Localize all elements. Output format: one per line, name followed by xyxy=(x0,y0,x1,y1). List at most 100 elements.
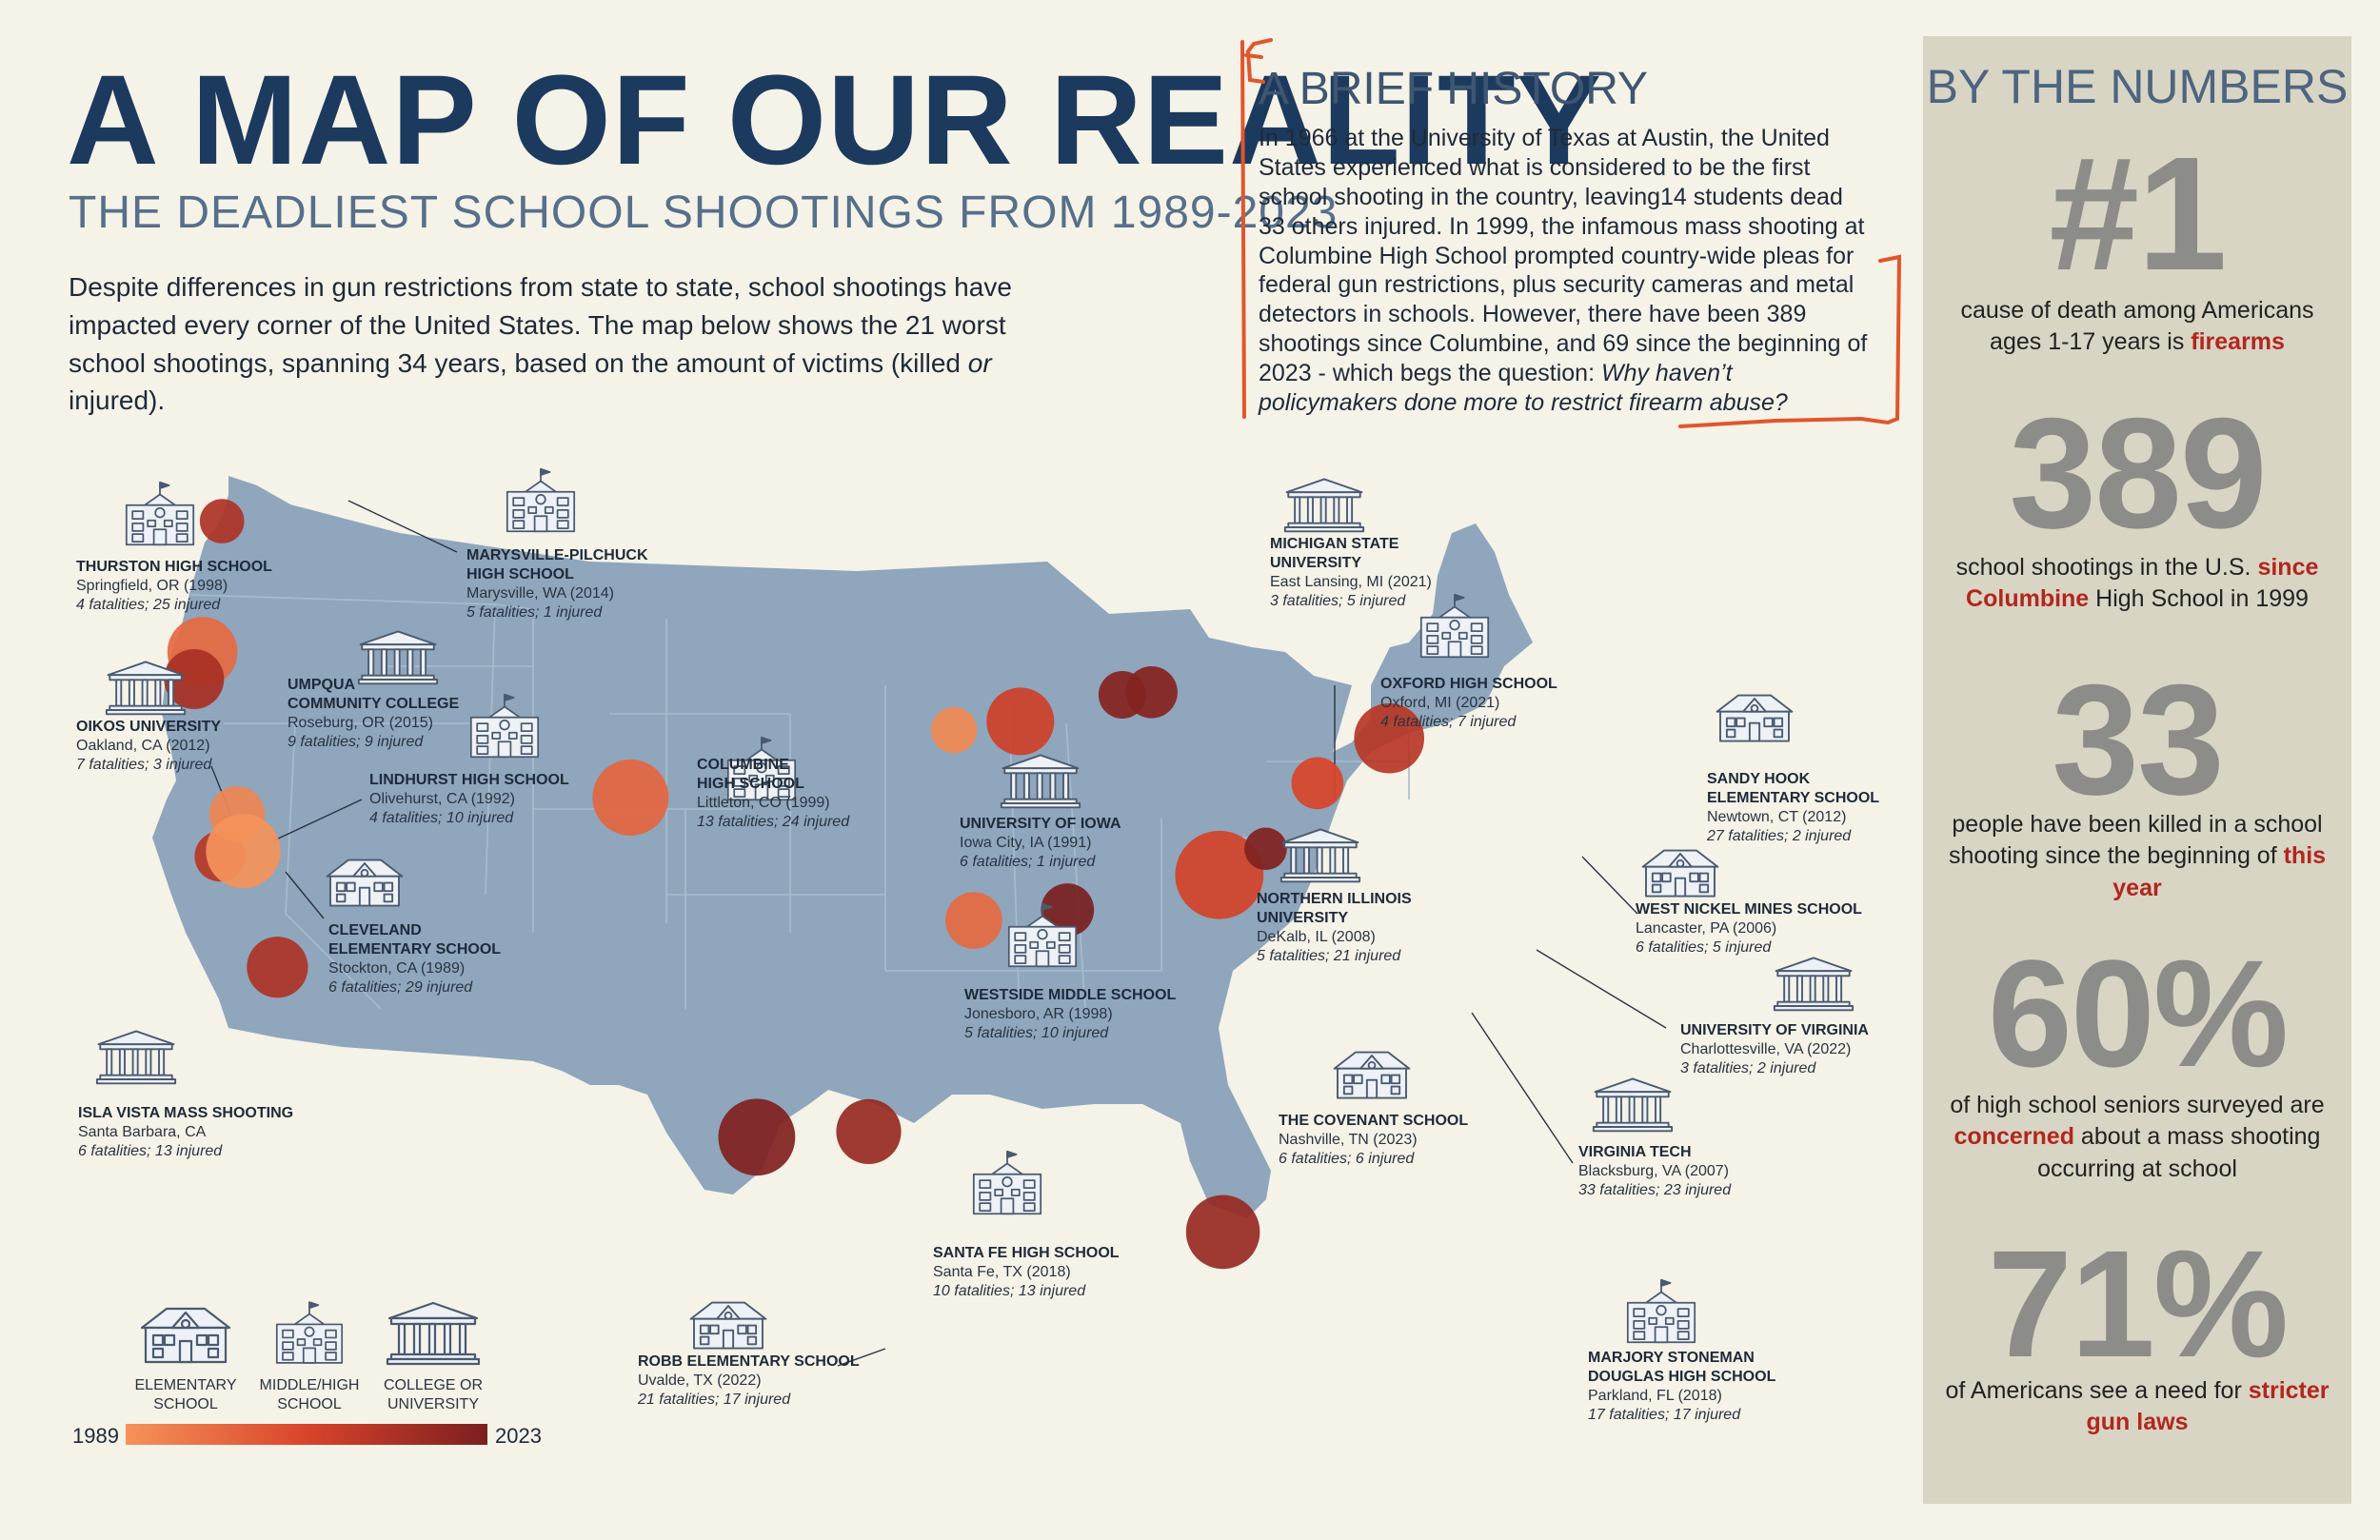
shooting-name: SANTA FE HIGH SCHOOL xyxy=(933,1245,1120,1261)
stat-pre: school shootings in the U.S. xyxy=(1955,554,2258,581)
stat-highlight: stricter gun laws xyxy=(2086,1377,2330,1436)
shooting-name: VIRGINIA TECH xyxy=(1578,1144,1692,1160)
elementary-building-icon xyxy=(1641,849,1719,898)
leader-line-uva xyxy=(1536,949,1667,1029)
elementary-building-icon xyxy=(1333,1051,1411,1099)
leader-line-lindhurst xyxy=(273,799,363,841)
stat-post: High School in 1999 xyxy=(2089,585,2309,613)
legend-label-school-2: SCHOOL xyxy=(277,1396,342,1412)
shooting-name: WEST NICKEL MINES SCHOOL xyxy=(1636,901,1862,918)
stat-highlight: this year xyxy=(2112,842,2327,901)
shooting-stats: 6 fatalities; 5 injured xyxy=(1636,939,1772,956)
shooting-place: Newtown, CT (2012) xyxy=(1707,809,1846,825)
shooting-name: ROBB ELEMENTARY SCHOOL xyxy=(638,1353,860,1370)
shooting-stats: 17 fatalities; 17 injured xyxy=(1588,1407,1741,1423)
shooting-name: COLUMBINE xyxy=(697,757,789,773)
leader-line-marysville xyxy=(347,500,458,553)
shooting-stats: 21 fatalities; 17 injured xyxy=(637,1392,791,1408)
shooting-stats: 27 fatalities; 2 injured xyxy=(1706,828,1852,844)
shooting-name: UNIVERSITY xyxy=(1270,555,1361,571)
shooting-marker xyxy=(199,499,245,543)
shooting-marker xyxy=(718,1098,796,1176)
stat-big-2: 389 xyxy=(2009,385,2267,561)
shooting-name: ELEMENTARY SCHOOL xyxy=(1707,790,1879,806)
shooting-name: ISLA VISTA MASS SHOOTING xyxy=(78,1105,293,1121)
stat-caption-5: of Americans see a need for stricter gun… xyxy=(1942,1375,2332,1439)
stat-caption-3: people have been killed in a school shoo… xyxy=(1942,809,2332,904)
shooting-markers xyxy=(164,499,1424,1270)
shooting-marker xyxy=(1175,830,1264,919)
college-building-icon xyxy=(1592,1077,1674,1133)
shooting-marker xyxy=(986,687,1055,756)
stat-highlight: concerned xyxy=(1954,1123,2074,1151)
shooting-stats: 6 fatalities; 6 injured xyxy=(1279,1151,1415,1167)
shooting-name: MICHIGAN STATE xyxy=(1270,536,1399,552)
shooting-name: MARJORY STONEMAN xyxy=(1588,1350,1755,1366)
shooting-stats: 4 fatalities; 10 injured xyxy=(369,810,514,826)
shooting-place: Littleton, CO (1999) xyxy=(697,795,830,811)
shooting-marker xyxy=(836,1098,902,1164)
shooting-place: Iowa City, IA (1991) xyxy=(960,835,1091,851)
leader-line-cleveland xyxy=(285,871,325,919)
history-paragraph: In 1966 at the University of Texas at Au… xyxy=(1259,124,1868,418)
shooting-name: OIKOS UNIVERSITY xyxy=(76,719,221,735)
shooting-name: CLEVELAND xyxy=(328,922,422,938)
stat-pre: people have been killed in a school shoo… xyxy=(1948,811,2323,870)
intro-text: Despite differences in gun restrictions … xyxy=(69,272,1012,378)
stat-big-4: 60% xyxy=(1987,928,2289,1098)
shooting-stats: 6 fatalities; 29 injured xyxy=(328,979,473,996)
shooting-stats: 33 fatalities; 23 injured xyxy=(1578,1182,1732,1198)
shooting-stats: 7 fatalities; 3 injured xyxy=(76,757,212,773)
numbers-title: BY THE NUMBERS xyxy=(1926,60,2349,113)
college-building-icon xyxy=(95,1030,177,1085)
college-building-icon xyxy=(1773,957,1854,1012)
shooting-place: Roseburg, OR (2015) xyxy=(288,715,433,731)
shooting-name: ELEMENTARY SCHOOL xyxy=(328,941,501,958)
shooting-place: Santa Fe, TX (2018) xyxy=(933,1264,1071,1280)
page-subtitle: THE DEADLIEST SCHOOL SHOOTINGS FROM 1989… xyxy=(69,188,1339,238)
us-landmass xyxy=(152,476,1533,1218)
stat-big-5: 71% xyxy=(1987,1218,2289,1389)
school-building-icon xyxy=(125,481,195,546)
history-question: Why haven’t policymakers done more to re… xyxy=(1259,360,1788,416)
shooting-marker xyxy=(1291,757,1344,810)
shooting-place: Charlottesville, VA (2022) xyxy=(1680,1041,1851,1057)
page-title: A MAP OF OUR REALITY xyxy=(67,49,1603,191)
shooting-name: HIGH SCHOOL xyxy=(466,566,574,582)
school-building-icon xyxy=(1626,1278,1696,1344)
shooting-place: East Lansing, MI (2021) xyxy=(1270,574,1432,590)
school-building-icon xyxy=(506,467,576,533)
shooting-stats: 4 fatalities; 7 injured xyxy=(1380,714,1517,730)
shooting-name: UNIVERSITY xyxy=(1257,910,1348,926)
shooting-marker xyxy=(945,892,1002,949)
shooting-place: Stockton, CA (1989) xyxy=(328,960,465,977)
shooting-marker xyxy=(1125,666,1178,719)
leader-line-virginia-tech xyxy=(1471,1012,1574,1164)
shooting-name: NORTHERN ILLINOIS xyxy=(1257,891,1412,907)
intro-end: injured). xyxy=(69,385,166,416)
shooting-place: DeKalb, IL (2008) xyxy=(1257,929,1376,945)
shooting-place: Parkland, FL (2018) xyxy=(1588,1388,1722,1404)
legend-elementary-icon xyxy=(140,1307,231,1364)
legend-school-icon xyxy=(275,1300,344,1365)
shooting-stats: 5 fatalities; 1 injured xyxy=(466,604,603,621)
shooting-place: Oakland, CA (2012) xyxy=(76,738,210,754)
shooting-place: Springfield, OR (1998) xyxy=(76,578,228,594)
history-title: A BRIEF HISTORY xyxy=(1259,64,1649,114)
elementary-building-icon xyxy=(1716,694,1794,742)
stat-pre: of high school seniors surveyed are xyxy=(1950,1092,2325,1118)
shooting-stats: 5 fatalities; 21 injured xyxy=(1257,948,1401,964)
shooting-place: Oxford, MI (2021) xyxy=(1380,695,1499,711)
stat-post: about a mass shooting occurring at schoo… xyxy=(2037,1123,2321,1182)
legend-label-college-1: COLLEGE OR xyxy=(384,1377,483,1393)
legend-year-end: 2023 xyxy=(495,1424,542,1448)
shooting-stats: 4 fatalities; 25 injured xyxy=(76,597,221,613)
shooting-marker xyxy=(1244,827,1287,871)
shooting-place: Nashville, TN (2023) xyxy=(1279,1132,1418,1148)
shooting-name: THURSTON HIGH SCHOOL xyxy=(76,559,272,575)
shooting-marker xyxy=(247,937,308,998)
legend-label-college-2: UNIVERSITY xyxy=(387,1396,479,1412)
shooting-place: Uvalde, TX (2022) xyxy=(638,1372,762,1389)
numbers-panel xyxy=(1923,36,2351,1504)
shooting-marker xyxy=(206,814,281,889)
